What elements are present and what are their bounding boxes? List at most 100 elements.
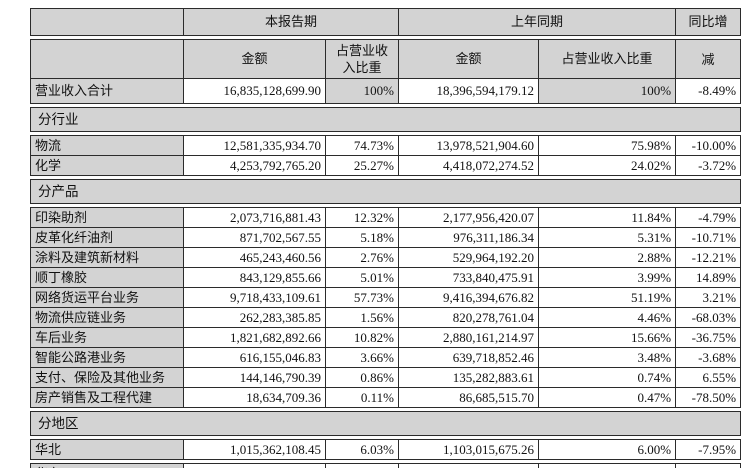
current-amount: 4,253,792,765.20 [183, 155, 326, 176]
prior-amount: 13,978,521,904.60 [398, 135, 540, 156]
current-amount: 871,702,567.55 [183, 227, 326, 248]
current-share: 5.18% [324, 227, 400, 248]
row-gap [30, 435, 741, 440]
prior-amount: 9,692,565,437.83 [398, 463, 540, 468]
yoy-change: -78.50% [675, 387, 742, 408]
section-row: 分地区 [29, 411, 742, 436]
row-label: 车后业务 [30, 327, 184, 348]
prior-share: 2.88% [538, 247, 677, 268]
prior-share: 24.02% [538, 155, 677, 176]
yoy-change: -8.49% [675, 78, 742, 104]
table-row: 印染助剂 2,073,716,881.43 12.32% 2,177,956,420.… [30, 207, 742, 228]
corner-cell-top [30, 8, 184, 36]
row-label: 支付、保险及其他业务 [30, 367, 184, 388]
yoy-change: -36.75% [675, 327, 742, 348]
row-gap [30, 407, 741, 412]
current-share: 25.27% [324, 155, 400, 176]
row-label: 印染助剂 [30, 207, 184, 228]
yoy-change: -4.79% [675, 207, 742, 228]
prior-share: 52.69% [538, 463, 677, 468]
row-label: 顺丁橡胶 [30, 267, 184, 288]
yoy-change: -3.68% [675, 347, 742, 368]
row-label: 化学 [30, 155, 184, 176]
current-share: 1.56% [324, 307, 400, 328]
section-label: 分地区 [29, 411, 742, 436]
current-share: 74.73% [324, 135, 400, 156]
current-share: 3.66% [324, 347, 400, 368]
row-gap [30, 131, 741, 136]
header-row-measures: 金额 占营业收入比重 金额 占营业收入比重 减 [30, 39, 742, 79]
prior-amount: 820,278,761.04 [398, 307, 540, 328]
table-row: 化学 4,253,792,765.20 25.27% 4,418,072,274.52… [30, 155, 742, 176]
table-row: 顺丁橡胶 843,129,855.66 5.01% 733,840,475.91 3.9… [30, 267, 742, 288]
current-share: 0.11% [324, 387, 400, 408]
section-label: 分行业 [29, 107, 742, 132]
row-label: 营业收入合计 [30, 78, 184, 104]
row-gap [30, 103, 741, 108]
row-label: 房产销售及工程代建 [30, 387, 184, 408]
table-row: 物流 12,581,335,934.70 74.73% 13,978,521,904.… [30, 135, 742, 156]
yoy-change: -7.95% [675, 439, 742, 460]
current-amount: 616,155,046.83 [183, 347, 326, 368]
row-label: 物流 [30, 135, 184, 156]
prior-share: 3.48% [538, 347, 677, 368]
prior-share: 100% [538, 78, 677, 104]
current-amount: 843,129,855.66 [183, 267, 326, 288]
row-label: 涂料及建筑新材料 [30, 247, 184, 268]
current-share: 12.32% [324, 207, 400, 228]
table-row: 物流供应链业务 262,283,385.85 1.56% 820,278,761.04… [30, 307, 742, 328]
prior-share: 0.74% [538, 367, 677, 388]
row-label: 智能公路港业务 [30, 347, 184, 368]
prior-share: 4.46% [538, 307, 677, 328]
section-row: 分产品 [29, 179, 742, 204]
prior-share: 0.47% [538, 387, 677, 408]
prior-share: 11.84% [538, 207, 677, 228]
current-amount: 16,835,128,699.90 [183, 78, 326, 104]
current-amount: 465,243,460.56 [183, 247, 326, 268]
table-row: 智能公路港业务 616,155,046.83 3.66% 639,718,852.46… [30, 347, 742, 368]
header-share-prior: 占营业收入比重 [538, 39, 677, 79]
yoy-change: -8.41% [675, 463, 742, 468]
prior-amount: 639,718,852.46 [398, 347, 540, 368]
yoy-change: 6.55% [675, 367, 742, 388]
header-yoy-line2: 减 [675, 39, 742, 79]
header-amount-current: 金额 [183, 39, 326, 79]
yoy-change: -3.72% [675, 155, 742, 176]
current-amount: 262,283,385.85 [183, 307, 326, 328]
header-share-current: 占营业收入比重 [324, 39, 400, 79]
current-share: 6.03% [324, 439, 400, 460]
current-share: 2.76% [324, 247, 400, 268]
prior-amount: 529,964,192.20 [398, 247, 540, 268]
current-share: 5.01% [324, 267, 400, 288]
table-row: 车后业务 1,821,682,892.66 10.82% 2,880,161,214.… [30, 327, 742, 348]
header-gap [30, 35, 741, 40]
current-share: 52.73% [324, 463, 400, 468]
row-label: 皮革化纤油剂 [30, 227, 184, 248]
prior-amount: 976,311,186.34 [398, 227, 540, 248]
yoy-change: -12.21% [675, 247, 742, 268]
prior-share: 5.31% [538, 227, 677, 248]
table-row: 营业收入合计 16,835,128,699.90 100% 18,396,594,17… [30, 78, 742, 104]
prior-amount: 1,103,015,675.26 [398, 439, 540, 460]
prior-amount: 2,177,956,420.07 [398, 207, 540, 228]
table-row: 华东8,877,306,843.4052.73%9,692,565,437.83… [30, 463, 742, 468]
yoy-change: 14.89% [675, 267, 742, 288]
prior-share: 51.19% [538, 287, 677, 308]
current-share: 10.82% [324, 327, 400, 348]
row-label: 华北 [30, 439, 184, 460]
yoy-change: -68.03% [675, 307, 742, 328]
prior-amount: 9,416,394,676.82 [398, 287, 540, 308]
revenue-breakdown-table: 本报告期 上年同期 同比增 金额 占营业收入比重 金额 占营业收入比重 减 营业… [29, 8, 742, 468]
header-row-periods: 本报告期 上年同期 同比增 [30, 8, 742, 36]
table-row: 网络货运平台业务 9,718,433,109.61 57.73% 9,416,394,… [30, 287, 742, 308]
prior-share: 6.00% [538, 439, 677, 460]
table-row: 华北 1,015,362,108.45 6.03% 1,103,015,675.26 6… [30, 439, 742, 460]
row-label: 网络货运平台业务 [30, 287, 184, 308]
row-gap [30, 459, 741, 464]
table-row: 房产销售及工程代建 18,634,709.36 0.11% 86,685,515.70… [30, 387, 742, 408]
prior-amount: 86,685,515.70 [398, 387, 540, 408]
prior-amount: 2,880,161,214.97 [398, 327, 540, 348]
prior-amount: 4,418,072,274.52 [398, 155, 540, 176]
current-amount: 144,146,790.39 [183, 367, 326, 388]
